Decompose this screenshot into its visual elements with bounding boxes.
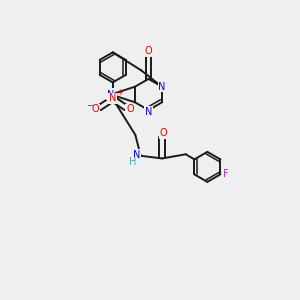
Text: N: N [107,90,115,100]
Text: N: N [109,93,116,103]
Text: O: O [92,104,100,114]
Text: F: F [223,169,229,179]
Text: H: H [129,158,136,167]
Text: −: − [86,100,94,109]
Text: N: N [158,82,166,92]
Text: N: N [145,106,152,117]
Text: N: N [107,89,115,99]
Text: +: + [116,88,122,97]
Text: O: O [145,46,152,56]
Text: N: N [134,150,141,160]
Text: O: O [126,104,134,114]
Text: O: O [160,128,167,138]
